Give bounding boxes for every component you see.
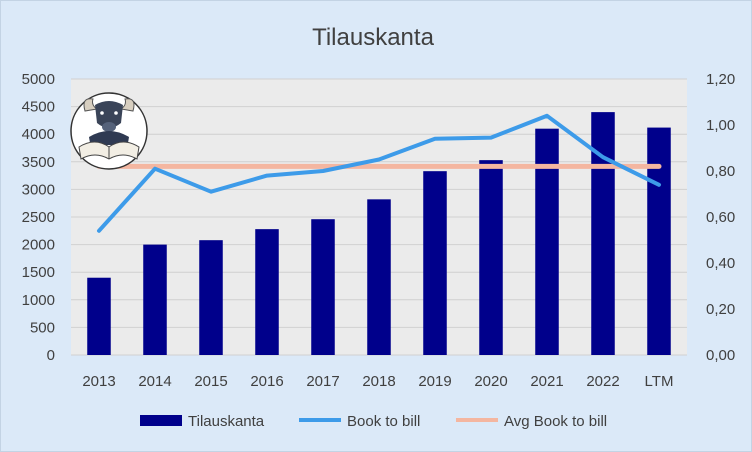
right-tick-label: 0,00 bbox=[706, 347, 735, 364]
bar-2014 bbox=[143, 244, 167, 355]
x-axis-ticks: 2013 2014 2015 2016 2017 2018 2019 2020 2021 2022… bbox=[82, 373, 673, 390]
left-tick-label: 5000 bbox=[22, 71, 55, 88]
left-tick-label: 3000 bbox=[22, 181, 55, 198]
bar-2020 bbox=[479, 160, 503, 355]
bar-LTM bbox=[647, 127, 671, 356]
left-tick-label: 4000 bbox=[22, 126, 55, 143]
x-tick-label: 2019 bbox=[418, 373, 451, 390]
chart-title: Tilauskanta bbox=[312, 24, 434, 51]
x-tick-label: 2020 bbox=[474, 373, 507, 390]
left-tick-label: 3500 bbox=[22, 154, 55, 171]
x-tick-label: LTM bbox=[645, 373, 674, 390]
legend-swatch-tilauskanta bbox=[140, 415, 182, 426]
right-tick-label: 0,80 bbox=[706, 163, 735, 180]
bar-2021 bbox=[535, 128, 559, 355]
bar-2015 bbox=[199, 240, 223, 355]
left-tick-label: 1500 bbox=[22, 264, 55, 281]
x-tick-label: 2017 bbox=[306, 373, 339, 390]
x-tick-label: 2022 bbox=[586, 373, 619, 390]
bull-reading-book-logo bbox=[70, 92, 148, 170]
x-tick-label: 2013 bbox=[82, 373, 115, 390]
legend-label-book-to-bill: Book to bill bbox=[347, 413, 420, 430]
left-axis-ticks: 0 500 1000 1500 2000 2500 3000 3500 4000 4500 5000 bbox=[22, 71, 55, 364]
bar-2019 bbox=[423, 171, 447, 355]
x-tick-label: 2021 bbox=[530, 373, 563, 390]
bar-series-tilauskanta bbox=[87, 112, 671, 356]
line-series bbox=[96, 113, 662, 233]
legend: Tilauskanta Book to bill Avg Book to bil… bbox=[140, 413, 607, 430]
bar-2022 bbox=[591, 112, 615, 356]
bar-2018 bbox=[367, 199, 391, 355]
left-tick-label: 0 bbox=[47, 347, 55, 364]
bar-2017 bbox=[311, 219, 335, 355]
right-tick-label: 0,20 bbox=[706, 301, 735, 318]
right-tick-label: 1,00 bbox=[706, 117, 735, 134]
right-axis-ticks: 0,00 0,20 0,40 0,60 0,80 1,00 1,20 bbox=[706, 71, 735, 364]
right-tick-label: 0,60 bbox=[706, 209, 735, 226]
left-tick-label: 2000 bbox=[22, 237, 55, 254]
left-tick-label: 1000 bbox=[22, 292, 55, 309]
bar-2016 bbox=[255, 229, 279, 355]
right-tick-label: 1,20 bbox=[706, 71, 735, 88]
left-tick-label: 4500 bbox=[22, 99, 55, 116]
line-book-to-bill bbox=[97, 113, 661, 233]
left-tick-label: 500 bbox=[30, 319, 55, 336]
left-tick-label: 2500 bbox=[22, 209, 55, 226]
right-tick-label: 0,40 bbox=[706, 255, 735, 272]
legend-label-avg-book-to-bill: Avg Book to bill bbox=[504, 413, 607, 430]
x-tick-label: 2014 bbox=[138, 373, 171, 390]
x-tick-label: 2015 bbox=[194, 373, 227, 390]
x-tick-label: 2018 bbox=[362, 373, 395, 390]
bar-2013 bbox=[87, 277, 111, 355]
legend-label-tilauskanta: Tilauskanta bbox=[188, 413, 265, 430]
x-tick-label: 2016 bbox=[250, 373, 283, 390]
